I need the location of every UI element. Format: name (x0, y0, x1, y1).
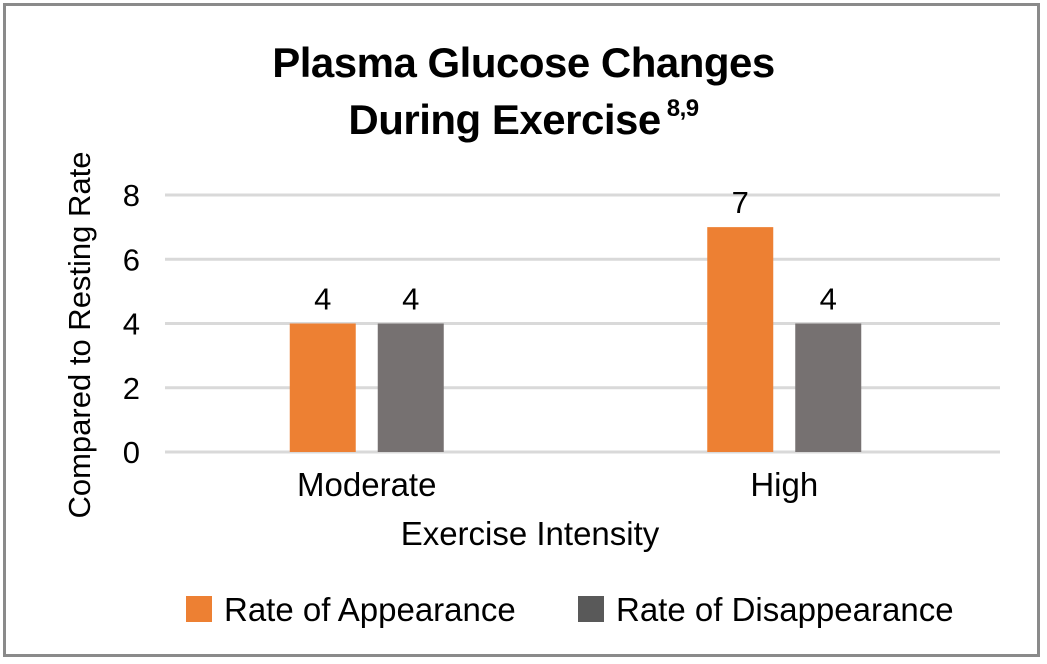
data-labels: 4 4 7 4 (314, 185, 837, 316)
x-axis-label: Exercise Intensity (401, 515, 660, 552)
bar (289, 323, 356, 452)
y-axis-ticks: 0 2 4 6 8 (123, 178, 140, 470)
chart-frame (3, 3, 1040, 657)
legend-swatch (186, 596, 212, 622)
y-tick-label: 4 (123, 307, 140, 342)
legend-label: Rate of Disappearance (616, 591, 954, 628)
legend-label: Rate of Appearance (224, 591, 516, 628)
y-tick-label: 6 (123, 242, 140, 277)
y-tick-label: 0 (123, 435, 140, 470)
bar (707, 227, 774, 452)
data-label: 4 (820, 282, 837, 317)
bars (289, 227, 862, 452)
x-tick-label: High (750, 466, 818, 503)
legend: Rate of Appearance Rate of Disappearance (186, 591, 954, 628)
bar (795, 323, 862, 452)
data-label: 7 (732, 185, 749, 220)
y-tick-label: 8 (123, 178, 140, 213)
x-tick-label: Moderate (297, 466, 436, 503)
x-axis-ticks: Moderate High (297, 466, 818, 503)
data-label: 4 (314, 282, 331, 317)
data-label: 4 (402, 282, 419, 317)
y-axis-label: Compared to Resting Rate (62, 151, 97, 518)
chart-title: Plasma Glucose Changes During Exercise 8,… (0, 40, 1047, 143)
chart-title-line-2: During Exercise 8,9 (0, 86, 1047, 143)
bar (377, 323, 444, 452)
chart-title-superscript: 8,9 (666, 95, 699, 122)
chart-title-text-2: During Exercise (348, 96, 661, 143)
y-tick-label: 2 (123, 371, 140, 406)
legend-swatch (578, 596, 604, 622)
chart-title-line-1: Plasma Glucose Changes (272, 39, 775, 86)
